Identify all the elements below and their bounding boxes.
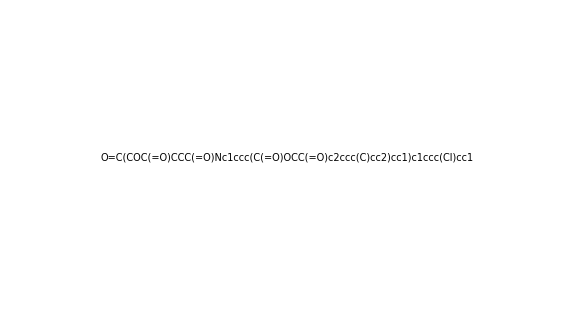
Text: O=C(COC(=O)CCC(=O)Nc1ccc(C(=O)OCC(=O)c2ccc(C)cc2)cc1)c1ccc(Cl)cc1: O=C(COC(=O)CCC(=O)Nc1ccc(C(=O)OCC(=O)c2c…: [101, 153, 474, 163]
